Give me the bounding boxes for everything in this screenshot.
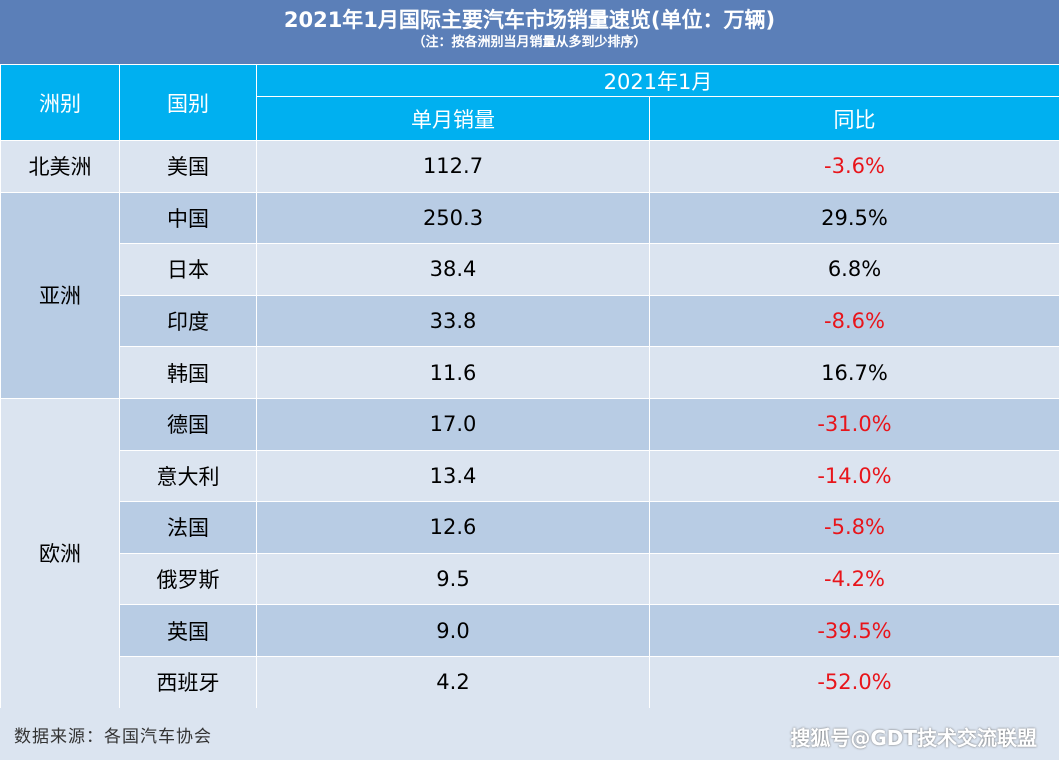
title-bar: 2021年1月国际主要汽车市场销量速览(单位：万辆) （注：按各洲别当月销量从多… — [0, 0, 1059, 64]
sales-cell: 17.0 — [256, 397, 650, 451]
table-row: 西班牙 4.2 -52.0% — [1, 655, 1059, 709]
table-row: 亚洲 中国 250.3 29.5% — [0, 191, 1059, 399]
table-row: 意大利 13.4 -14.0% — [1, 449, 1059, 503]
yoy-cell: 16.7% — [649, 346, 1059, 399]
sales-cell: 13.4 — [256, 449, 650, 503]
sales-cell: 38.4 — [256, 243, 650, 296]
continent-cell: 北美洲 — [0, 140, 120, 193]
yoy-cell: -5.8% — [649, 501, 1059, 554]
country-cell: 韩国 — [119, 346, 257, 399]
table-row: 欧洲 德国 17.0 -31.0% — [0, 397, 1059, 709]
header-country: 国别 — [119, 64, 257, 141]
table-row: 俄罗斯 9.5 -4.2% — [1, 552, 1059, 606]
watermark: 搜狐号@GDT技术交流联盟 — [790, 726, 1037, 750]
sales-cell: 112.7 — [256, 140, 650, 193]
country-cell: 日本 — [119, 243, 257, 296]
country-cell: 印度 — [119, 294, 257, 348]
yoy-cell: -31.0% — [649, 397, 1059, 451]
header-period: 2021年1月 — [256, 64, 1059, 97]
table-row: 北美洲 美国 112.7 -3.6% — [0, 140, 1059, 193]
header-sales: 单月销量 — [256, 96, 650, 141]
country-cell: 西班牙 — [119, 655, 257, 709]
country-cell: 美国 — [119, 140, 257, 193]
sales-cell: 4.2 — [256, 655, 650, 709]
country-cell: 俄罗斯 — [119, 552, 257, 606]
yoy-cell: -52.0% — [649, 655, 1059, 709]
sales-table: 洲别 国别 2021年1月 单月销量 同比 北美洲 美国 112.7 -3.6% 亚洲中… — [0, 64, 1059, 709]
yoy-cell: -3.6% — [649, 140, 1059, 193]
continent-cell: 亚洲 — [0, 191, 120, 399]
country-cell: 法国 — [119, 501, 257, 554]
table-row: 印度 33.8 -8.6% — [1, 294, 1059, 348]
table-row: 法国 12.6 -5.8% — [1, 501, 1059, 554]
sales-cell: 33.8 — [256, 294, 650, 348]
page-title: 2021年1月国际主要汽车市场销量速览(单位：万辆) — [283, 8, 776, 32]
page-subtitle: （注：按各洲别当月销量从多到少排序） — [412, 35, 647, 50]
sales-cell: 9.0 — [256, 604, 650, 657]
footer: 数据来源：各国汽车协会 搜狐号@GDT技术交流联盟 — [0, 708, 1059, 760]
sales-cell: 12.6 — [256, 501, 650, 554]
table-row: 英国 9.0 -39.5% — [1, 604, 1059, 657]
country-cell: 德国 — [119, 397, 257, 451]
country-cell: 英国 — [119, 604, 257, 657]
yoy-cell: -14.0% — [649, 449, 1059, 503]
sales-cell: 250.3 — [256, 191, 650, 245]
yoy-cell: -8.6% — [649, 294, 1059, 348]
sales-cell: 9.5 — [256, 552, 650, 606]
header-yoy: 同比 — [649, 96, 1059, 141]
table-row: 韩国 11.6 16.7% — [1, 346, 1059, 399]
header-continent: 洲别 — [0, 64, 120, 141]
table-row: 日本 38.4 6.8% — [1, 243, 1059, 296]
country-cell: 中国 — [119, 191, 257, 245]
continent-cell: 欧洲 — [0, 397, 120, 709]
yoy-cell: 29.5% — [649, 191, 1059, 245]
yoy-cell: 6.8% — [649, 243, 1059, 296]
sales-cell: 11.6 — [256, 346, 650, 399]
yoy-cell: -39.5% — [649, 604, 1059, 657]
source-note: 数据来源：各国汽车协会 — [14, 727, 212, 747]
country-cell: 意大利 — [119, 449, 257, 503]
yoy-cell: -4.2% — [649, 552, 1059, 606]
